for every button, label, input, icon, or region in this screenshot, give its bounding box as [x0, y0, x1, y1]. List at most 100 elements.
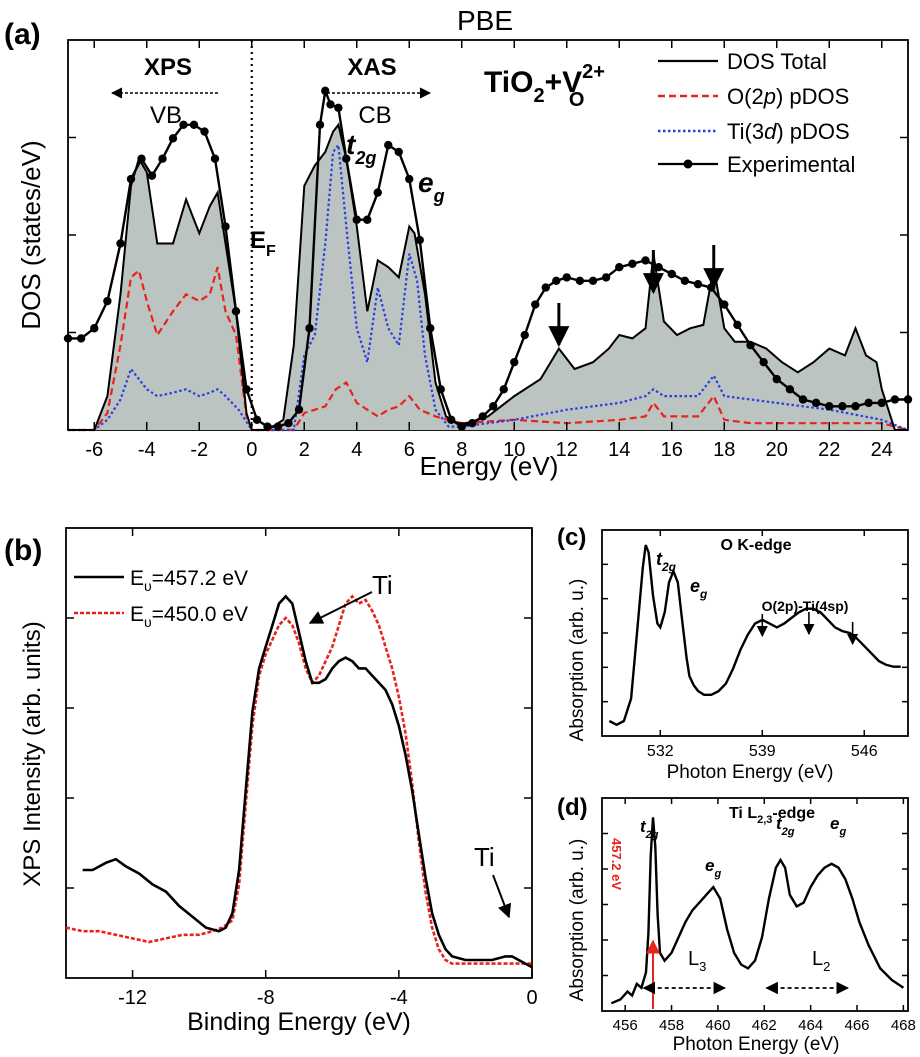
- experimental-point: [273, 422, 283, 431]
- x-tick-label: 0: [526, 987, 537, 1009]
- experimental-point: [221, 222, 230, 231]
- panel-c-y-axis-label: Absorption (arb. u.): [567, 579, 588, 742]
- l2-label: L2: [812, 948, 830, 974]
- o-k-edge-line: [608, 544, 901, 727]
- experimental-point: [137, 154, 146, 163]
- panel-b-y-ticks: [66, 617, 532, 889]
- experimental-point: [326, 100, 335, 109]
- panel-c-arrows: [756, 612, 859, 646]
- t2g-label-a: t2g: [346, 129, 376, 168]
- experimental-point: [811, 398, 821, 408]
- panel-b-x-ticks: -12 -8 -4 0: [118, 528, 538, 1009]
- panel-a-label: (a): [4, 18, 41, 51]
- experimental-point: [601, 273, 611, 282]
- eg-label-d-l3: eg: [705, 856, 721, 880]
- experimental-point: [116, 239, 125, 248]
- panel-c-label: (c): [557, 524, 586, 551]
- vb-label: VB: [150, 102, 182, 129]
- x-tick-label: 18: [713, 439, 735, 461]
- xas-label: XAS: [347, 54, 396, 81]
- panel-a-legend: DOS Total O(2p) pDOS Ti(3d) pDOS Experim…: [658, 49, 855, 177]
- experimental-point: [575, 276, 585, 285]
- dos-total-line: [68, 122, 908, 431]
- x-tick-label: -12: [118, 987, 147, 1009]
- x-tick-label: -6: [85, 439, 103, 461]
- experimental-point: [520, 330, 529, 340]
- legend-marker-experimental: [683, 159, 693, 169]
- experimental-point: [252, 415, 262, 425]
- experimental-point: [294, 405, 304, 414]
- x-tick-label: 2: [299, 439, 310, 461]
- xps-450-line: [65, 594, 532, 965]
- experimental-point: [615, 263, 624, 272]
- panel-c: (c) O K-edge 532 539 546 Photon Energy (eV…: [557, 524, 909, 783]
- experimental-point: [352, 215, 361, 224]
- experimental-point: [890, 395, 900, 404]
- x-tick-label: 458: [659, 1017, 684, 1034]
- experimental-point: [76, 334, 86, 343]
- experimental-point: [641, 256, 650, 265]
- x-tick-label: 532: [647, 743, 674, 760]
- legend-label-total: DOS Total: [727, 49, 827, 74]
- experimental-point: [510, 357, 519, 367]
- x-tick-label: -8: [257, 987, 275, 1009]
- x-tick-label: 22: [818, 439, 840, 461]
- experimental-point: [426, 324, 435, 333]
- experimental-point: [746, 341, 755, 350]
- x-tick-label: 468: [891, 1017, 916, 1034]
- experimental-point: [179, 120, 188, 129]
- experimental-point: [772, 374, 781, 384]
- panel-b-frame: [65, 527, 533, 979]
- experimental-point: [334, 103, 343, 113]
- x-tick-label: 466: [844, 1017, 869, 1034]
- experimental-point: [63, 334, 73, 343]
- cb-label: CB: [358, 102, 391, 129]
- x-tick-label: 16: [661, 439, 683, 461]
- xps-457-line: [82, 594, 533, 969]
- legend-label-ti3d: Ti(3d) pDOS: [727, 119, 850, 144]
- excitation-energy-label: 457.2 eV: [609, 838, 624, 890]
- experimental-point: [363, 215, 372, 224]
- experimental-point: [436, 385, 445, 394]
- experimental-point: [321, 86, 330, 96]
- panel-c-x-ticks: 532 539 546: [647, 530, 878, 760]
- o2p-ti4sp-label: O(2p)-Ti(4sp): [762, 598, 849, 614]
- experimental-point: [468, 419, 477, 428]
- ti-arrow-top: [308, 591, 373, 624]
- experimental-point: [394, 147, 403, 157]
- experimental-point: [531, 300, 540, 309]
- experimental-point: [680, 276, 690, 285]
- panel-d-x-axis-label: Photon Energy (eV): [673, 1034, 840, 1055]
- panel-c-title: O K-edge: [720, 537, 791, 554]
- panel-d-x-ticks: 456 458 460 462 464 466 468: [613, 798, 916, 1034]
- legend-label-457: Eυ=457.2 eV: [130, 567, 248, 594]
- experimental-point: [693, 279, 703, 289]
- eg-label-d-l2: eg: [830, 814, 846, 838]
- x-tick-label: 6: [404, 439, 415, 461]
- t2g-label-d-l2: t2g: [776, 814, 795, 838]
- experimental-point: [342, 154, 351, 163]
- panel-c-y-ticks: [602, 563, 908, 703]
- experimental-point: [263, 422, 272, 431]
- experimental-point: [798, 395, 808, 404]
- experimental-point: [231, 307, 241, 316]
- fermi-label: EF: [250, 227, 276, 260]
- panel-a-x-axis-label: Energy (eV): [420, 451, 559, 481]
- legend-label-o2p: O(2p) pDOS: [727, 84, 849, 109]
- panel-b-legend: Eυ=457.2 eV Eυ=450.0 eV: [74, 567, 248, 630]
- ti-l23-edge-line: [610, 817, 905, 1005]
- panel-a-title: PBE: [457, 5, 513, 36]
- panel-d-label: (d): [557, 794, 588, 821]
- o2p-pdos-line: [68, 266, 909, 432]
- x-tick-label: -4: [138, 439, 156, 461]
- panel-d-y-ticks: [602, 832, 908, 977]
- t2g-label-c: t2g: [656, 549, 677, 574]
- experimental-point: [242, 385, 251, 394]
- experimental-point: [305, 324, 314, 333]
- experimental-point: [200, 127, 209, 136]
- panel-b-label: (b): [4, 534, 42, 567]
- experimental-point: [168, 134, 178, 143]
- legend-label-450: Eυ=450.0 eV: [130, 603, 248, 630]
- experimental-point: [103, 296, 112, 306]
